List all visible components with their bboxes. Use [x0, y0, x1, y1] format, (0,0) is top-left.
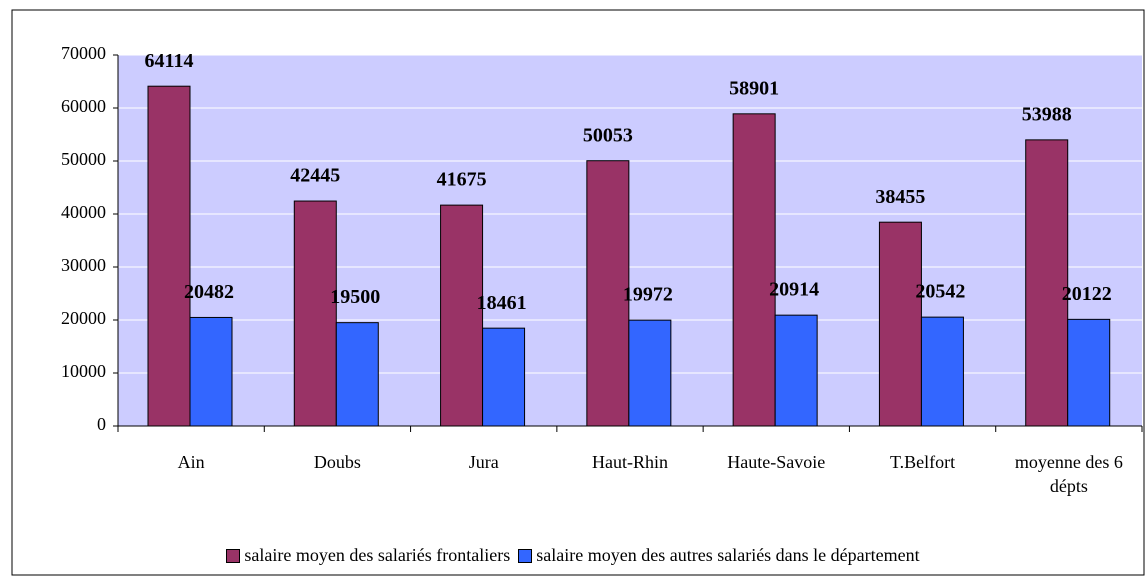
- legend-label: salaire moyen des autres salariés dans l…: [536, 545, 920, 565]
- legend-item: salaire moyen des autres salariés dans l…: [518, 545, 920, 566]
- bar: [482, 327, 526, 427]
- data-label: 19500: [330, 286, 380, 308]
- x-tick-label: Ain: [177, 452, 205, 472]
- x-tick-label: Jura: [468, 452, 499, 472]
- data-label: 20122: [1062, 283, 1112, 305]
- data-label: 42445: [290, 165, 340, 187]
- data-label: 20542: [915, 281, 965, 303]
- x-tick-label: Doubs: [313, 452, 361, 472]
- bar: [335, 322, 379, 427]
- x-tick-label: T.Belfort: [889, 452, 956, 472]
- legend-swatch: [518, 548, 533, 563]
- legend-item: salaire moyen des salariés frontaliers: [226, 545, 510, 566]
- data-label: 50053: [583, 124, 633, 146]
- data-label: 64114: [145, 50, 194, 72]
- bar: [878, 221, 922, 427]
- data-label: 53988: [1022, 103, 1072, 125]
- bar: [1025, 139, 1069, 427]
- bar: [440, 204, 484, 427]
- data-label: 18461: [477, 292, 527, 314]
- bar: [732, 113, 776, 427]
- y-tick-label: 0: [97, 414, 106, 434]
- bar: [293, 200, 337, 427]
- bar: [1067, 318, 1111, 427]
- y-tick-label: 40000: [61, 202, 106, 222]
- y-tick-label: 20000: [61, 308, 106, 328]
- bar: [189, 316, 233, 427]
- data-label: 20482: [184, 281, 234, 303]
- data-label: 19972: [623, 284, 673, 306]
- y-tick-label: 50000: [61, 149, 106, 169]
- data-label: 58901: [729, 77, 779, 99]
- legend-label: salaire moyen des salariés frontaliers: [244, 545, 511, 565]
- data-label: 20914: [769, 279, 819, 301]
- legend-swatch: [226, 548, 241, 563]
- bar: [586, 160, 630, 427]
- bar: [628, 319, 672, 427]
- legend: salaire moyen des salariés frontaliers sa…: [0, 545, 1146, 566]
- bar: [147, 85, 191, 427]
- bar: [920, 316, 964, 427]
- bar: [774, 314, 818, 427]
- x-tick-label: Haut-Rhin: [591, 452, 668, 472]
- y-tick-label: 70000: [61, 43, 106, 63]
- y-tick-label: 30000: [61, 255, 106, 275]
- x-tick-label: moyenne des 6 dépts: [1014, 452, 1123, 496]
- y-tick-label: 10000: [61, 361, 106, 381]
- data-label: 41675: [437, 169, 487, 191]
- data-label: 38455: [875, 186, 925, 208]
- y-tick-label: 60000: [61, 96, 106, 116]
- x-tick-label: Haute-Savoie: [727, 452, 826, 472]
